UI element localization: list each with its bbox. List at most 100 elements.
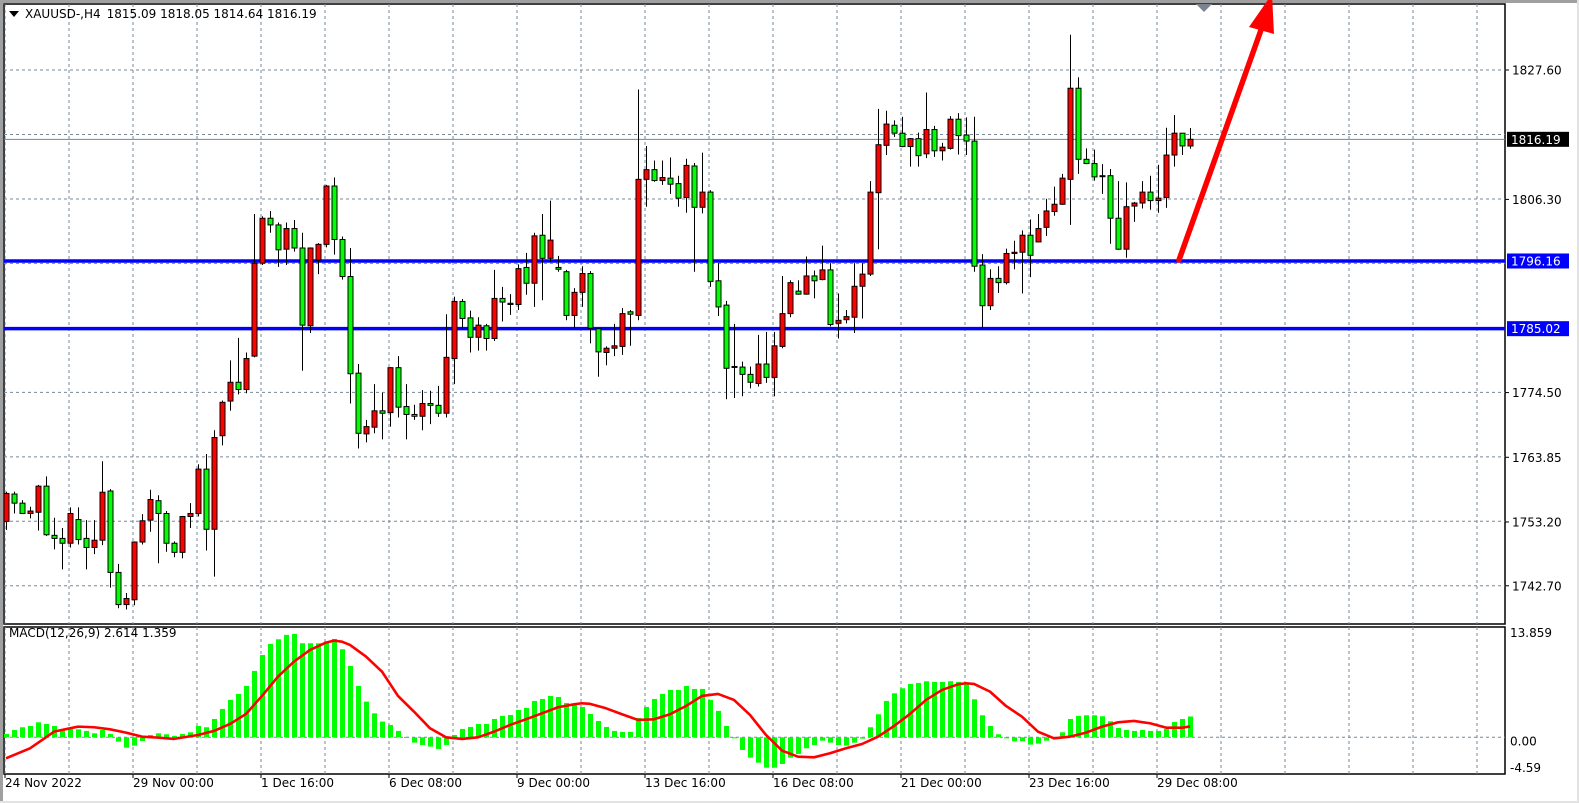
candle xyxy=(459,299,466,329)
candle xyxy=(1131,201,1138,222)
candle xyxy=(251,213,258,358)
candle-body xyxy=(883,123,890,146)
macd-histogram-bar xyxy=(756,737,761,763)
price-tag xyxy=(1507,131,1569,147)
candle-body xyxy=(523,266,530,284)
candle xyxy=(995,266,1002,293)
candle xyxy=(179,515,186,559)
arrow-head-icon[interactable] xyxy=(1249,0,1274,34)
candle xyxy=(427,390,434,425)
time-axis-label: 13 Dec 16:00 xyxy=(645,776,726,790)
candle-body xyxy=(11,493,18,504)
candle-body xyxy=(195,468,202,514)
red-arrow-annotation[interactable] xyxy=(1176,0,1274,263)
arrow-shaft[interactable] xyxy=(1176,27,1264,263)
candle xyxy=(123,593,130,610)
macd-histogram-bar xyxy=(996,734,1001,738)
candle xyxy=(67,507,74,548)
macd-histogram-bar xyxy=(1116,727,1121,738)
ohlc-values: 1815.09 1818.05 1814.64 1816.19 xyxy=(106,7,317,21)
macd-histogram-bar xyxy=(604,726,609,738)
candle xyxy=(1019,230,1026,294)
candle xyxy=(171,541,178,558)
candle-body xyxy=(243,358,250,391)
macd-histogram-bar xyxy=(180,733,185,738)
dropdown-triangle-icon[interactable] xyxy=(9,11,19,17)
macd-histogram-bar xyxy=(1068,718,1073,738)
macd-histogram-bar xyxy=(740,737,745,750)
candle xyxy=(891,120,898,137)
macd-histogram-bar xyxy=(1020,737,1025,742)
candle xyxy=(963,117,970,156)
macd-histogram-bar xyxy=(44,723,49,738)
macd-histogram-bar xyxy=(884,700,889,738)
candle xyxy=(1107,169,1114,244)
macd-histogram-bar xyxy=(124,737,129,748)
candle xyxy=(491,269,498,341)
candle xyxy=(923,92,930,159)
macd-histogram-bar xyxy=(732,737,737,739)
macd-histogram-bar xyxy=(220,708,225,738)
candle-body xyxy=(539,234,546,259)
candle-body xyxy=(331,185,338,240)
candle xyxy=(731,323,738,399)
candle-body xyxy=(819,269,826,281)
price-tag xyxy=(1507,321,1569,337)
macd-histogram-bar xyxy=(852,737,857,743)
candle-body xyxy=(299,247,306,326)
candle xyxy=(11,491,18,514)
time-axis-label: 21 Dec 00:00 xyxy=(901,776,982,790)
chart-shift-marker-icon[interactable] xyxy=(1196,4,1212,12)
price-axis-label: 1827.60 xyxy=(1512,64,1562,78)
candle xyxy=(451,296,458,385)
candle-body xyxy=(699,191,706,208)
macd-histogram-bar xyxy=(900,688,905,738)
macd-histogram-bar xyxy=(980,715,985,738)
candle-body xyxy=(531,235,538,284)
candle xyxy=(619,308,626,355)
macd-histogram-bar xyxy=(1172,721,1177,738)
candle-body xyxy=(339,238,346,278)
candle-body xyxy=(555,266,562,270)
macd-histogram-bar xyxy=(540,698,545,738)
candle xyxy=(259,216,266,266)
candle-body xyxy=(939,146,946,152)
candle-body xyxy=(379,410,386,414)
macd-histogram-bar xyxy=(532,700,537,738)
candle-body xyxy=(1163,154,1170,199)
candle-body xyxy=(739,366,746,375)
candle xyxy=(43,476,50,536)
candle-body xyxy=(747,373,754,383)
candle xyxy=(979,254,986,329)
candle-body xyxy=(1171,132,1178,156)
candle-body xyxy=(419,403,426,417)
candle xyxy=(91,520,98,555)
candle xyxy=(19,500,26,514)
macd-histogram-bar xyxy=(1188,716,1193,738)
candle-body xyxy=(579,273,586,293)
window-border-top xyxy=(0,0,1579,3)
candle-body xyxy=(147,499,154,521)
candle xyxy=(1099,164,1106,194)
candle xyxy=(219,400,226,446)
candle-body xyxy=(139,520,146,543)
candle xyxy=(659,160,666,185)
macd-histogram-bar xyxy=(412,737,417,743)
macd-histogram-bar xyxy=(492,718,497,738)
macd-histogram-bar xyxy=(1044,737,1049,741)
candle-body xyxy=(851,285,858,318)
candle-body xyxy=(459,300,466,319)
candle xyxy=(35,484,42,531)
candle-body xyxy=(347,276,354,375)
candle-body xyxy=(1155,197,1162,202)
macd-histogram-bar xyxy=(708,699,713,738)
macd-histogram-bar xyxy=(684,685,689,738)
candle xyxy=(691,162,698,272)
candle xyxy=(107,489,114,588)
candle-body xyxy=(219,401,226,437)
macd-histogram-bar xyxy=(1148,730,1153,738)
macd-label: MACD(12,26,9) 2.614 1.359 xyxy=(9,626,177,640)
macd-histogram-bar xyxy=(876,714,881,738)
